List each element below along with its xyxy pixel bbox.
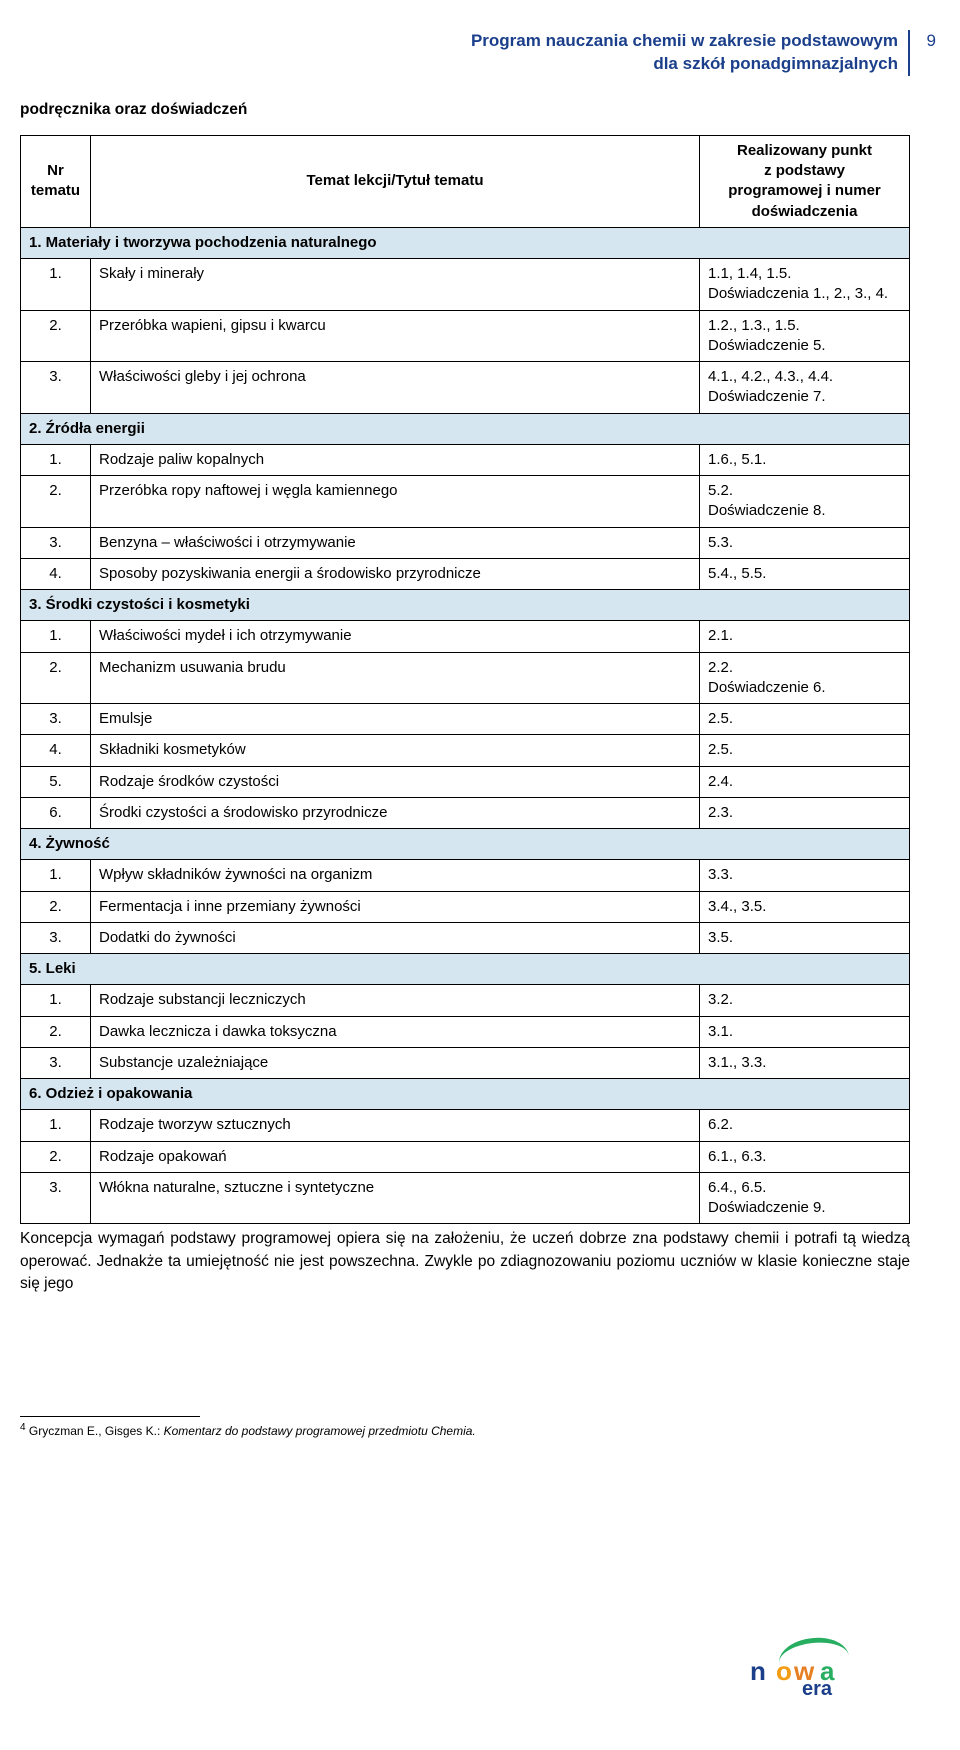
table-row: 3.Substancje uzależniające3.1., 3.3. [21,1047,910,1078]
table-row: 6.Środki czystości a środowisko przyrodn… [21,797,910,828]
table-row: 2.Dawka lecznicza i dawka toksyczna3.1. [21,1016,910,1047]
nowa-era-logo-icon: nowa era [750,1636,860,1692]
section-row: 6. Odzież i opakowania [21,1079,910,1110]
body-paragraph: Koncepcja wymagań podstawy programowej o… [20,1228,910,1295]
table-row: 2.Przeróbka wapieni, gipsu i kwarcu1.2.,… [21,310,910,362]
header-title-block: 9 Program nauczania chemii w zakresie po… [471,30,910,76]
publisher-logo: nowa era [750,1636,860,1692]
footnote-separator [20,1416,200,1417]
header-line-1: Program nauczania chemii w zakresie pods… [471,30,898,53]
table-row: 3.Emulsje2.5. [21,704,910,735]
footnote-authors: Gryczman E., Gisges K.: [29,1424,164,1438]
section-row: 3. Środki czystości i kosmetyki [21,590,910,621]
section-row: 1. Materiały i tworzywa pochodzenia natu… [21,227,910,258]
table-row: 1.Właściwości mydeł i ich otrzymywanie2.… [21,621,910,652]
table-row: 4.Składniki kosmetyków2.5. [21,735,910,766]
footnote: 4 Gryczman E., Gisges K.: Komentarz do p… [20,1421,910,1439]
section-row: 2. Źródła energii [21,413,910,444]
section-row: 5. Leki [21,954,910,985]
header-line-2: dla szkół ponadgimnazjalnych [471,53,898,76]
table-header-row: Nr tematu Temat lekcji/Tytuł tematu Real… [21,135,910,227]
table-row: 1.Rodzaje paliw kopalnych1.6., 5.1. [21,444,910,475]
table-row: 2.Fermentacja i inne przemiany żywności3… [21,891,910,922]
table-row: 3.Benzyna – właściwości i otrzymywanie5.… [21,527,910,558]
table-row: 1.Wpływ składników żywności na organizm3… [21,860,910,891]
table-row: 3.Włókna naturalne, sztuczne i syntetycz… [21,1172,910,1224]
table-row: 1.Rodzaje substancji leczniczych3.2. [21,985,910,1016]
th-nr: Nr tematu [21,135,91,227]
page-header: 9 Program nauczania chemii w zakresie po… [20,30,910,76]
table-row: 2.Rodzaje opakowań6.1., 6.3. [21,1141,910,1172]
table-row: 2.Mechanizm usuwania brudu2.2. Doświadcz… [21,652,910,704]
curriculum-table: Nr tematu Temat lekcji/Tytuł tematu Real… [20,135,910,1225]
page-number: 9 [927,30,936,53]
footnote-number: 4 [20,1422,26,1433]
context-line: podręcznika oraz doświadczeń [20,100,910,121]
table-row: 2.Przeróbka ropy naftowej i węgla kamien… [21,476,910,528]
table-row: 4.Sposoby pozyskiwania energii a środowi… [21,558,910,589]
th-temat: Temat lekcji/Tytuł tematu [91,135,700,227]
table-row: 1.Skały i minerały1.1, 1.4, 1.5. Doświad… [21,259,910,311]
table-row: 3.Dodatki do żywności3.5. [21,922,910,953]
footnote-title: Komentarz do podstawy programowej przedm… [164,1424,476,1438]
table-row: 1.Rodzaje tworzyw sztucznych6.2. [21,1110,910,1141]
table-row: 3.Właściwości gleby i jej ochrona4.1., 4… [21,362,910,414]
table-row: 5.Rodzaje środków czystości2.4. [21,766,910,797]
section-row: 4. Żywność [21,829,910,860]
th-punkt: Realizowany punkt z podstawy programowej… [700,135,910,227]
